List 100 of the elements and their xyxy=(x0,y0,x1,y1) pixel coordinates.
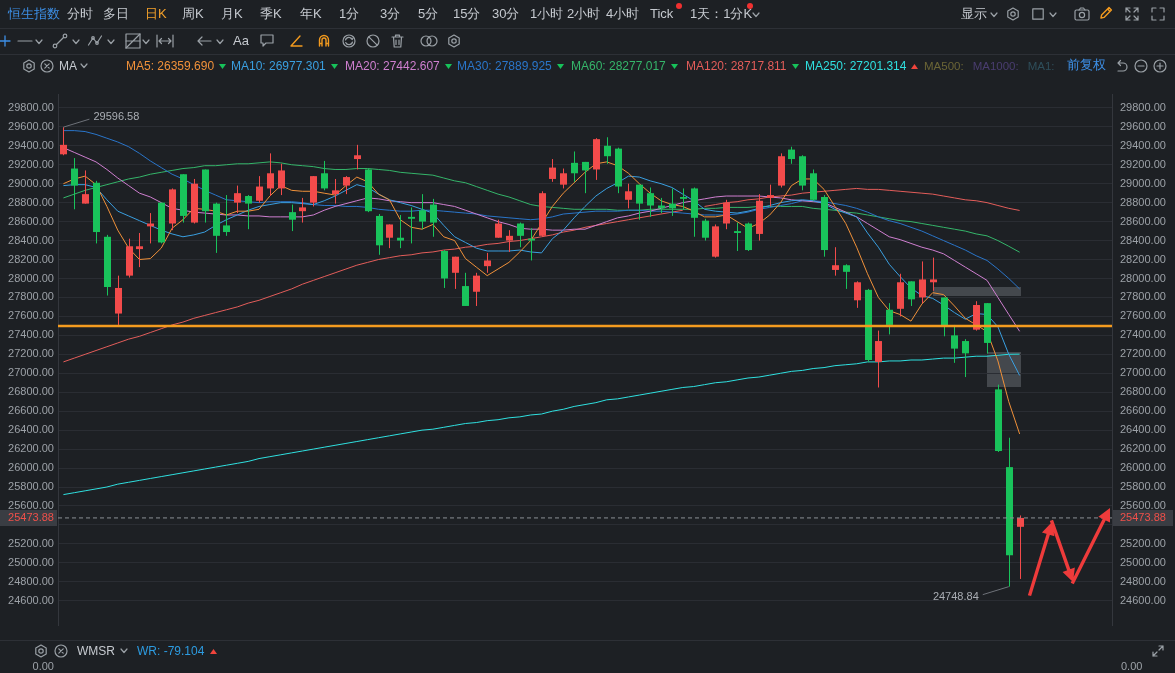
text: MA1000: xyxy=(972,59,1019,74)
candlestick xyxy=(636,184,643,221)
y2-tick-label: 27200.00 xyxy=(1120,347,1166,360)
y-tick-label: 27400.00 xyxy=(8,328,54,341)
y-tick-label: 24800.00 xyxy=(8,574,54,587)
y2-tick-label: 28200.00 xyxy=(1120,252,1166,265)
candlestick xyxy=(734,222,741,252)
candlestick xyxy=(256,175,263,204)
y2-tick-label: 25800.00 xyxy=(1120,480,1166,493)
y2-tick-label: 26800.00 xyxy=(1120,385,1166,398)
y2-tick-label: 26600.00 xyxy=(1120,404,1166,417)
candlestick xyxy=(571,150,578,183)
y2-tick-label: 27600.00 xyxy=(1120,309,1166,322)
y2-tick-label: 29400.00 xyxy=(1120,138,1166,151)
candlestick xyxy=(299,197,306,224)
text: 3分 xyxy=(380,6,401,22)
candlestick xyxy=(136,232,143,268)
y2-tick-label: 27400.00 xyxy=(1120,328,1166,341)
candlestick xyxy=(560,168,567,189)
candlestick xyxy=(506,229,513,253)
text: 日K xyxy=(145,6,167,22)
text: 月K xyxy=(221,6,243,22)
y2-tick-label: 27800.00 xyxy=(1120,290,1166,303)
y-tick-label: 28000.00 xyxy=(8,271,54,284)
candlestick xyxy=(702,218,709,242)
y2-tick-label: 29200.00 xyxy=(1120,157,1166,170)
candlestick xyxy=(604,136,611,165)
y2-tick-label: 26000.00 xyxy=(1120,461,1166,474)
y2-tick-label: 29600.00 xyxy=(1120,119,1166,132)
candlestick xyxy=(462,272,469,307)
ref-line-label: 25473.88 xyxy=(8,511,54,524)
text: 年K xyxy=(300,6,322,22)
text: WR: -79.104 xyxy=(137,643,205,659)
text: MA10: 26977.301 xyxy=(231,58,326,74)
text: 25473.88 xyxy=(1120,511,1166,524)
candlestick xyxy=(60,126,67,156)
annotation: 24748.84 xyxy=(932,589,979,602)
y-tick-label: 27800.00 xyxy=(8,290,54,303)
y-tick-label: 25200.00 xyxy=(8,536,54,549)
text: WMSR xyxy=(77,643,115,659)
y-tick-label: 29600.00 xyxy=(8,119,54,132)
y2-tick-label: 27000.00 xyxy=(1120,366,1166,379)
candlestick xyxy=(473,272,480,307)
candlestick xyxy=(278,163,285,196)
text: 1分 xyxy=(339,6,360,22)
text: 0.00 xyxy=(31,660,54,672)
y2-tick-label: 28800.00 xyxy=(1120,195,1166,208)
y-tick-label: 26600.00 xyxy=(8,404,54,417)
candlestick xyxy=(408,206,415,244)
text: 15分 xyxy=(453,6,481,22)
candlestick xyxy=(332,178,339,205)
text: 30分 xyxy=(492,6,520,22)
candlestick xyxy=(549,158,556,183)
text: MA120: 28717.811 xyxy=(686,58,787,74)
candlestick xyxy=(908,280,915,307)
text: MA30: 27889.925 xyxy=(457,58,552,74)
text: 季K xyxy=(260,6,282,22)
text: MA5: 26359.690 xyxy=(126,58,215,74)
y-tick-label: 25600.00 xyxy=(8,499,54,511)
text: 2小时 xyxy=(567,6,601,22)
candlestick xyxy=(625,183,632,209)
candlestick xyxy=(245,194,252,230)
candlestick xyxy=(680,187,687,210)
candlestick xyxy=(234,185,241,214)
text: MA xyxy=(59,58,77,74)
candlestick xyxy=(289,204,296,232)
y2-tick-label: 25600.00 xyxy=(1120,499,1166,511)
candlestick xyxy=(647,186,654,218)
candlestick xyxy=(951,324,958,364)
text: 周K xyxy=(182,6,204,22)
candlestick xyxy=(886,302,893,335)
candlestick xyxy=(267,152,274,197)
text: Aa xyxy=(233,33,249,49)
candlestick xyxy=(397,214,404,249)
y-tick-label: 29800.00 xyxy=(8,100,54,113)
y-tick-label: 26000.00 xyxy=(8,461,54,474)
y-tick-label: 29000.00 xyxy=(8,176,54,189)
candlestick xyxy=(582,161,589,194)
chart-title: 恒生指数 xyxy=(8,6,60,22)
candlestick xyxy=(767,184,774,207)
candlestick xyxy=(919,260,926,304)
y2-tick-label: 24800.00 xyxy=(1120,574,1166,587)
y-tick-label: 24600.00 xyxy=(8,593,54,606)
candlestick xyxy=(517,222,524,248)
y2-tick-label: 28000.00 xyxy=(1120,271,1166,284)
candlestick xyxy=(875,330,882,388)
y-tick-label: 27600.00 xyxy=(8,309,54,322)
text: MA500: xyxy=(924,59,964,74)
candlestick xyxy=(723,199,730,230)
annotation: 29596.58 xyxy=(93,110,140,123)
candlestick xyxy=(854,280,861,309)
y-tick-label: 28400.00 xyxy=(8,233,54,246)
candlestick xyxy=(430,198,437,238)
y-tick-label: 29200.00 xyxy=(8,157,54,170)
text: 前复权 xyxy=(1067,57,1106,73)
text: 分时 xyxy=(67,6,93,22)
candlestick xyxy=(343,175,350,195)
candlestick xyxy=(843,263,850,290)
candlestick xyxy=(419,193,426,230)
y-tick-label: 29400.00 xyxy=(8,138,54,151)
